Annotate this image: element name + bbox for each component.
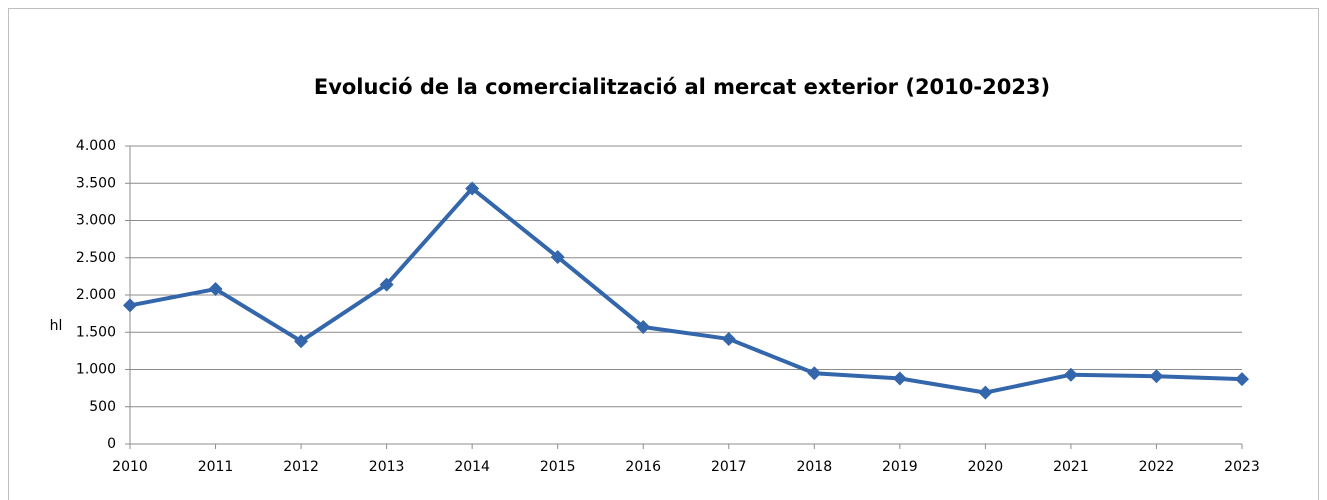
y-tick-label: 3.500 bbox=[76, 175, 116, 191]
data-marker bbox=[294, 334, 309, 349]
x-tick-label: 2023 bbox=[1224, 459, 1260, 475]
data-marker bbox=[465, 181, 480, 196]
x-tick-label: 2018 bbox=[796, 459, 832, 475]
data-marker bbox=[978, 385, 993, 400]
x-tick-label: 2017 bbox=[711, 459, 747, 475]
data-marker bbox=[379, 277, 394, 292]
chart-frame bbox=[8, 8, 1319, 500]
y-tick-label: 0 bbox=[107, 436, 116, 452]
y-tick-label: 2.500 bbox=[76, 250, 116, 266]
data-marker bbox=[1149, 369, 1164, 384]
data-marker bbox=[550, 250, 565, 265]
x-tick-label: 2019 bbox=[882, 459, 918, 475]
data-marker bbox=[1235, 372, 1249, 387]
x-tick-label: 2010 bbox=[112, 459, 148, 475]
data-marker bbox=[636, 320, 651, 335]
x-tick-label: 2012 bbox=[283, 459, 319, 475]
data-marker bbox=[892, 371, 907, 386]
data-marker bbox=[123, 298, 137, 313]
data-marker bbox=[807, 366, 822, 381]
x-tick-label: 2021 bbox=[1053, 459, 1089, 475]
data-line bbox=[129, 186, 1243, 395]
data-marker bbox=[208, 282, 223, 297]
data-marker bbox=[1063, 367, 1078, 382]
y-tick-label: 500 bbox=[89, 399, 116, 415]
y-axis-label: hl bbox=[50, 318, 63, 334]
y-tick-label: 4.000 bbox=[76, 138, 116, 154]
y-tick-label: 2.000 bbox=[76, 287, 116, 303]
y-tick-label: 3.000 bbox=[76, 213, 116, 229]
x-tick-label: 2016 bbox=[625, 459, 661, 475]
x-tick-label: 2013 bbox=[369, 459, 405, 475]
x-tick-label: 2014 bbox=[454, 459, 490, 475]
data-marker bbox=[721, 331, 736, 346]
x-tick-label: 2015 bbox=[540, 459, 576, 475]
y-tick-label: 1.500 bbox=[76, 324, 116, 340]
chart-title: Evolució de la comercialització al merca… bbox=[314, 75, 1050, 99]
y-tick-label: 1.000 bbox=[76, 362, 116, 378]
x-tick-label: 2022 bbox=[1139, 459, 1175, 475]
x-tick-label: 2011 bbox=[198, 459, 234, 475]
x-tick-label: 2020 bbox=[968, 459, 1004, 475]
